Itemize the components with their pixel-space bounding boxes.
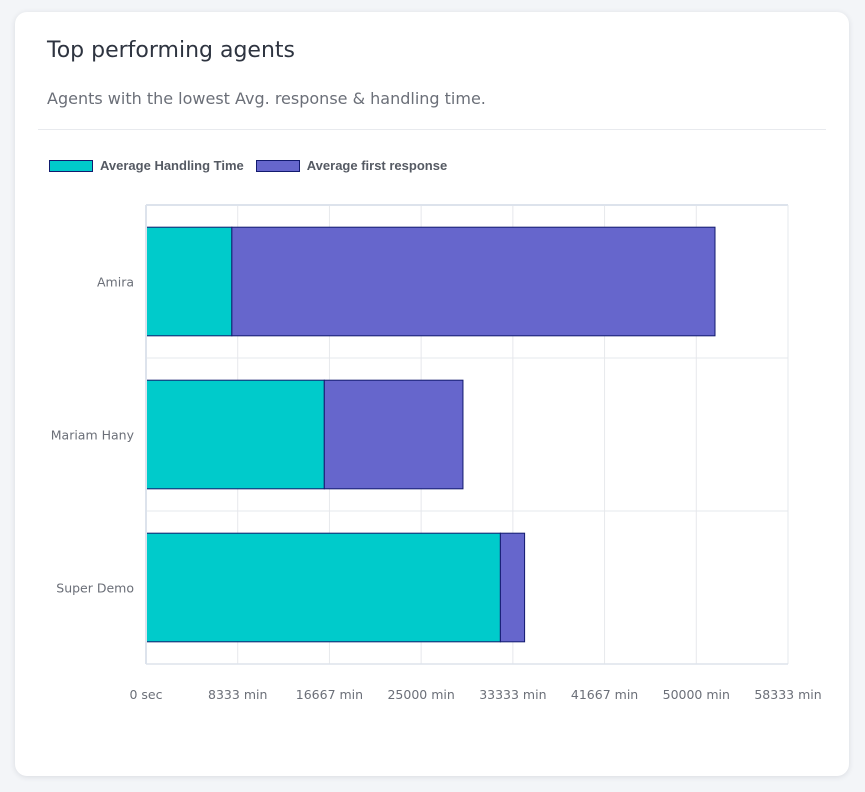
bar-first-response (499, 532, 526, 643)
y-category-label: Mariam Hany (51, 428, 135, 443)
card-subtitle: Agents with the lowest Avg. response & h… (47, 89, 486, 108)
y-category-label: Super Demo (56, 581, 134, 596)
bar-handling-time (145, 379, 325, 490)
legend-label-handling-time: Average Handling Time (100, 158, 244, 173)
x-tick-label: 58333 min (754, 687, 821, 702)
x-tick-label: 8333 min (208, 687, 267, 702)
legend-swatch-handling-time (49, 159, 93, 172)
x-tick-label: 0 sec (129, 687, 162, 702)
bar-first-response (323, 379, 464, 490)
bar-first-response (231, 226, 716, 337)
x-tick-label: 25000 min (387, 687, 454, 702)
chart-legend: Average Handling Time Average first resp… (49, 158, 459, 173)
divider (38, 129, 826, 130)
legend-item-first-response[interactable]: Average first response (255, 158, 448, 173)
legend-label-first-response: Average first response (306, 158, 448, 173)
bar-chart: 0 sec 8333 min 16667 min 25000 min 33333 min… (51, 204, 822, 702)
legend-item-handling-time[interactable]: Average Handling Time (49, 158, 244, 173)
top-agents-card: Top performing agents Agents with the lo… (15, 12, 849, 776)
y-category-label: Amira (97, 275, 134, 290)
x-tick-label: 41667 min (571, 687, 638, 702)
x-tick-label: 33333 min (479, 687, 546, 702)
x-tick-label: 50000 min (663, 687, 730, 702)
x-tick-label: 16667 min (296, 687, 363, 702)
bar-handling-time (145, 226, 233, 337)
legend-swatch-first-response (255, 159, 300, 172)
bar-handling-time (145, 532, 501, 643)
card-title: Top performing agents (47, 38, 295, 63)
